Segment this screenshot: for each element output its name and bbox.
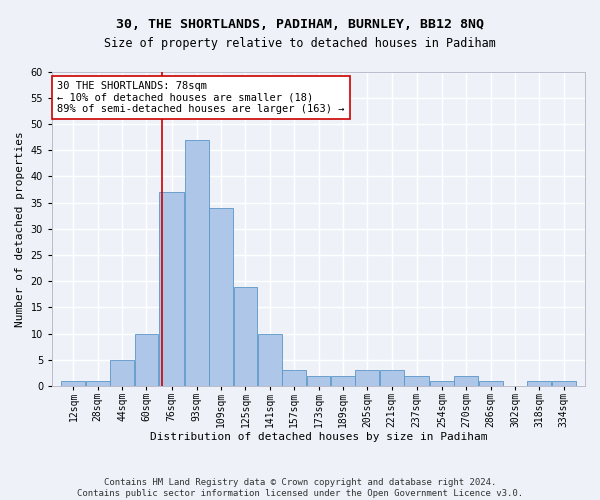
Bar [86, 381, 110, 386]
Text: Size of property relative to detached houses in Padiham: Size of property relative to detached ho… [104, 38, 496, 51]
Bar [282, 370, 306, 386]
Y-axis label: Number of detached properties: Number of detached properties [15, 131, 25, 326]
Bar [159, 192, 184, 386]
Text: 30, THE SHORTLANDS, PADIHAM, BURNLEY, BB12 8NQ: 30, THE SHORTLANDS, PADIHAM, BURNLEY, BB… [116, 18, 484, 30]
Bar [110, 360, 134, 386]
Bar [331, 376, 355, 386]
Bar [430, 381, 454, 386]
Bar [404, 376, 430, 386]
Bar [307, 376, 331, 386]
X-axis label: Distribution of detached houses by size in Padiham: Distribution of detached houses by size … [150, 432, 487, 442]
Bar [233, 286, 257, 386]
Bar [258, 334, 282, 386]
Bar [355, 370, 379, 386]
Bar [479, 381, 503, 386]
Bar [209, 208, 233, 386]
Bar [552, 381, 575, 386]
Text: 30 THE SHORTLANDS: 78sqm
← 10% of detached houses are smaller (18)
89% of semi-d: 30 THE SHORTLANDS: 78sqm ← 10% of detach… [58, 81, 345, 114]
Bar [454, 376, 478, 386]
Bar [134, 334, 158, 386]
Bar [380, 370, 404, 386]
Text: Contains HM Land Registry data © Crown copyright and database right 2024.
Contai: Contains HM Land Registry data © Crown c… [77, 478, 523, 498]
Bar [527, 381, 551, 386]
Bar [185, 140, 209, 386]
Bar [61, 381, 85, 386]
